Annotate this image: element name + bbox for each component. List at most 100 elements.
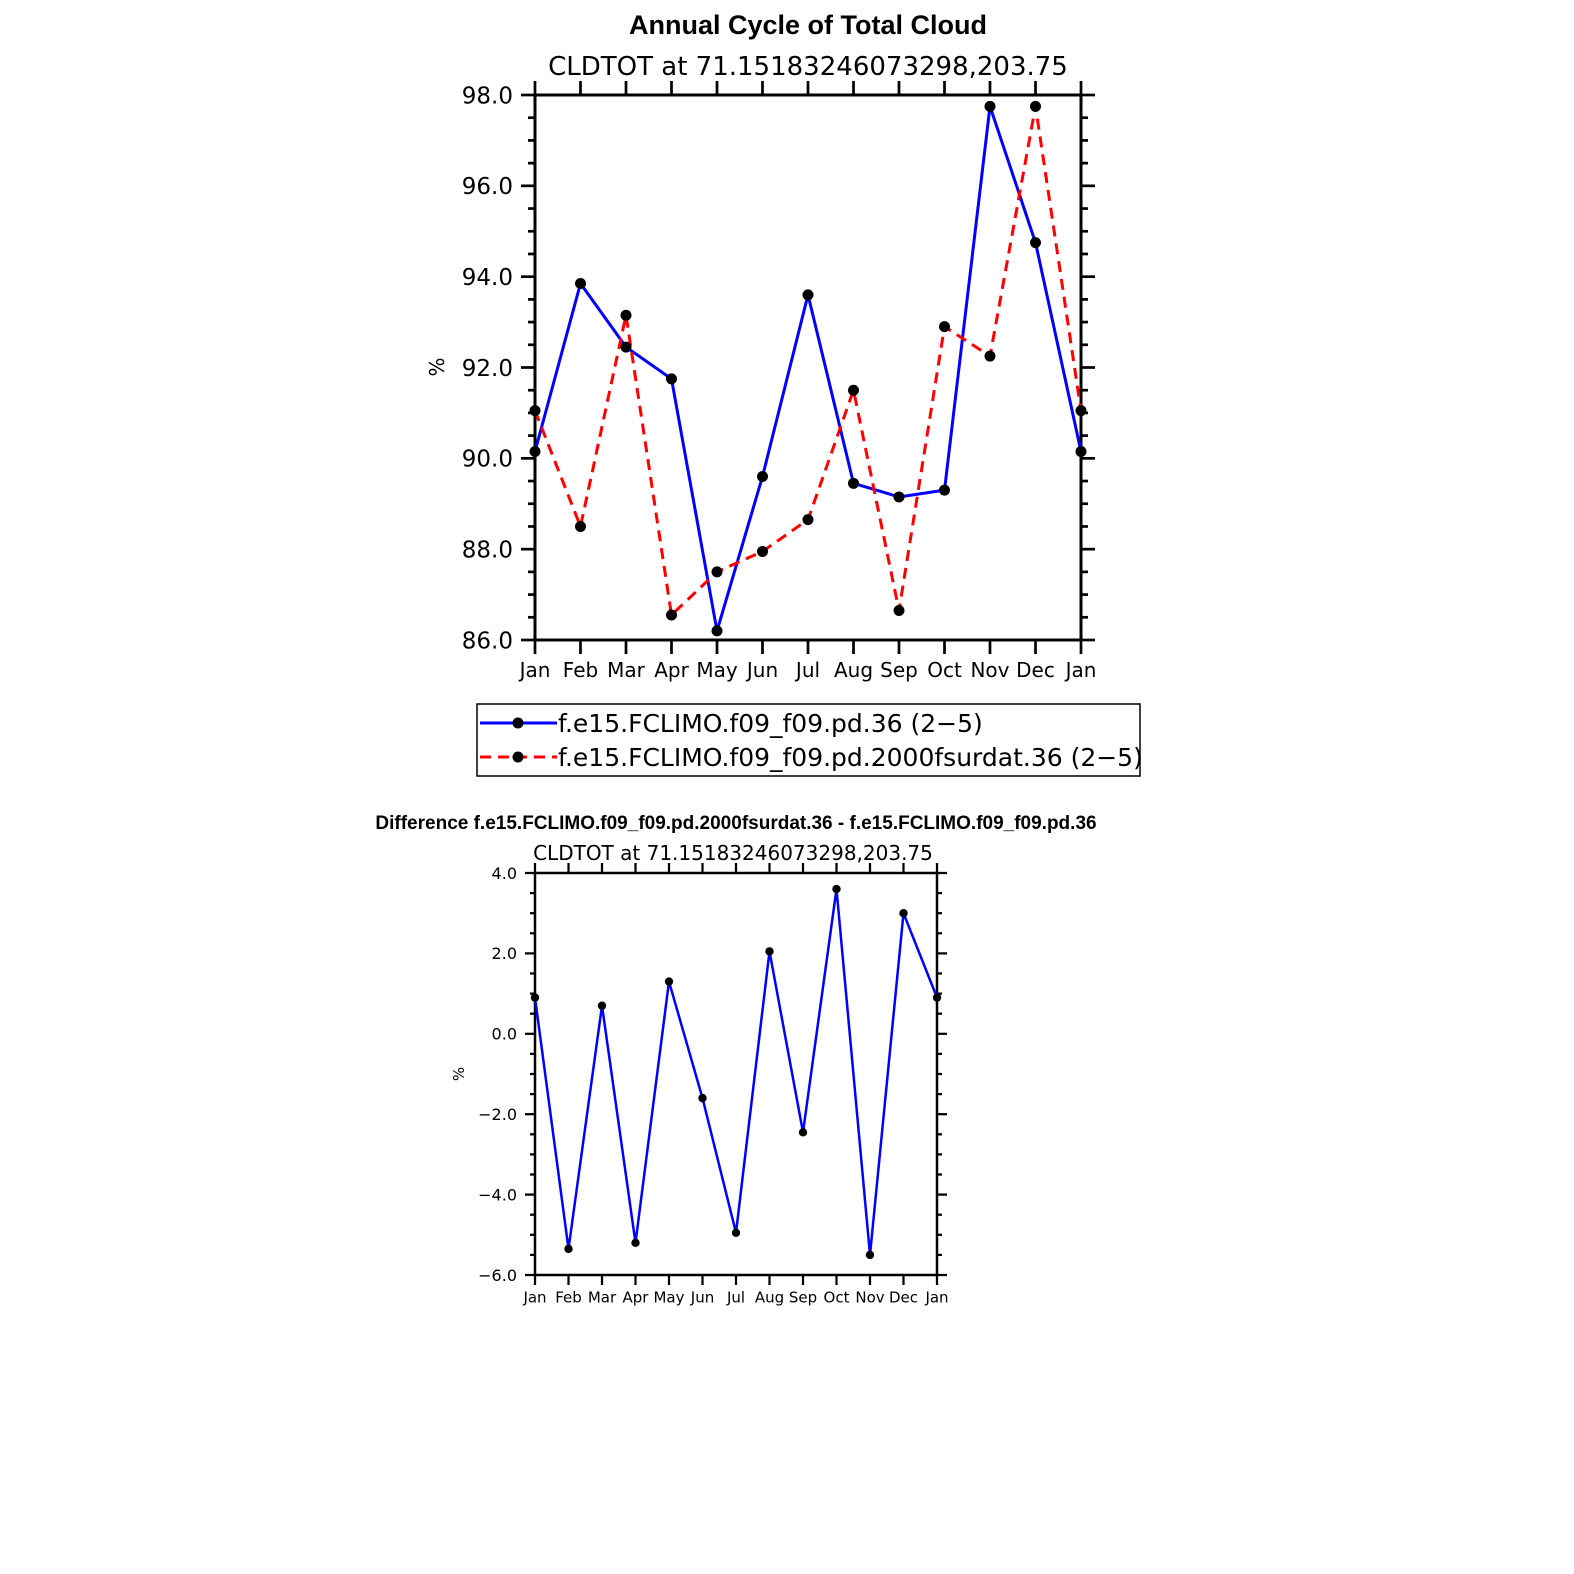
x-tick-label: Sep [789, 1288, 817, 1306]
series-line-1 [533, 105, 1083, 632]
data-point [802, 514, 814, 526]
x-tick-label: Aug [755, 1288, 784, 1306]
x-tick-label: Mar [588, 1288, 617, 1306]
data-point [731, 1228, 741, 1237]
x-tick-label: Sep [880, 658, 918, 682]
data-point [666, 609, 677, 621]
data-point [939, 484, 950, 496]
y-tick-label: 96.0 [462, 174, 513, 200]
data-point [984, 350, 996, 362]
data-point [932, 993, 942, 1002]
plot-border [533, 871, 939, 1277]
x-tick-label: Mar [607, 658, 646, 682]
x-tick-label: Oct [927, 658, 962, 682]
plot-frame: Jan Feb Mar Apr May Jun Jul Aug Sep Oct Nov Dec Jan8… [462, 81, 1097, 682]
data-point [757, 545, 768, 557]
data-point [757, 471, 768, 482]
x-tick-label: Jan [518, 658, 551, 682]
legend-swatch-marker-2 [512, 751, 524, 763]
legend-swatch-marker-1 [512, 717, 524, 729]
y-axis-label: % [425, 357, 449, 376]
data-point [765, 947, 774, 956]
data-point [893, 604, 905, 616]
data-point [939, 321, 950, 333]
x-tick-label: Dec [1016, 658, 1055, 682]
legend-box [476, 703, 1141, 777]
data-point [1075, 446, 1087, 458]
data-point [698, 1093, 707, 1103]
x-tick-label: Jan [1064, 658, 1097, 682]
difference-chart-title: Difference f.e15.FCLIMO.f09_f09.pd.2000f… [375, 813, 1096, 834]
data-point [802, 289, 814, 301]
data-point [564, 1244, 573, 1254]
data-point [620, 309, 632, 321]
x-tick-label: Feb [555, 1288, 582, 1306]
series-layer [529, 100, 1087, 637]
y-tick-label: 98.0 [462, 83, 513, 109]
data-point [530, 993, 540, 1002]
y-tick-label: 88.0 [462, 537, 513, 563]
data-point [1030, 100, 1041, 112]
data-point [597, 1001, 607, 1010]
y-tick-label: 86.0 [462, 628, 513, 654]
legend: f.e15.FCLIMO.f09_f09.pd.36 (2−5) f.e15.F… [476, 703, 1143, 777]
data-point [711, 566, 723, 578]
data-point [832, 884, 841, 894]
difference-plot-frame: Jan Feb Mar Apr May Jun Jul Aug Sep Oct Nov Dec Jan−… [478, 863, 949, 1306]
legend-entry-2: f.e15.FCLIMO.f09_f09.pd.2000fsurdat.36 (… [558, 743, 1143, 772]
legend-entry-1: f.e15.FCLIMO.f09_f09.pd.36 (2−5) [558, 709, 983, 738]
x-tick-label: Jun [745, 658, 778, 682]
data-point [575, 520, 586, 532]
x-tick-label: May [653, 1288, 684, 1306]
data-point [798, 1128, 808, 1137]
y-tick-label: 4.0 [492, 864, 517, 883]
data-point [848, 384, 859, 396]
x-tick-label: Dec [889, 1288, 918, 1306]
chart-title: Annual Cycle of Total Cloud [629, 10, 987, 40]
x-tick-label: Aug [834, 658, 873, 682]
series-line-1 [533, 888, 939, 1256]
y-tick-label: 0.0 [492, 1025, 517, 1044]
plot-border [533, 93, 1083, 642]
y-tick-label: 92.0 [462, 356, 513, 382]
y-tick-label: 2.0 [492, 944, 517, 963]
series-line-2 [533, 106, 1083, 619]
data-point [631, 1238, 640, 1248]
x-tick-label: Jul [726, 1288, 745, 1306]
data-point [664, 977, 674, 986]
x-tick-label: Nov [855, 1288, 884, 1306]
difference-y-axis-label: % [450, 1067, 468, 1081]
x-tick-label: Nov [970, 658, 1009, 682]
x-tick-label: Apr [654, 658, 689, 682]
data-point [620, 341, 632, 353]
x-tick-label: May [696, 658, 738, 682]
data-point [848, 477, 859, 489]
data-point [893, 491, 905, 503]
x-tick-label: Apr [623, 1288, 650, 1306]
x-tick-label: Jan [924, 1288, 948, 1306]
data-point [984, 100, 996, 112]
difference-series-layer [530, 884, 942, 1260]
difference-chart: Difference f.e15.FCLIMO.f09_f09.pd.2000f… [375, 813, 1096, 1306]
data-point [1030, 237, 1041, 249]
y-tick-label: −6.0 [478, 1266, 517, 1285]
data-point [575, 277, 586, 289]
data-point [666, 373, 677, 385]
data-point [711, 625, 723, 637]
y-tick-label: 90.0 [462, 447, 513, 473]
difference-chart-subtitle: CLDTOT at 71.15183246073298,203.75 [533, 841, 933, 865]
y-tick-label: −2.0 [478, 1105, 517, 1124]
x-tick-label: Jan [522, 1288, 546, 1306]
data-point [529, 446, 541, 458]
y-tick-label: 94.0 [462, 265, 513, 291]
x-tick-label: Jul [794, 658, 820, 682]
y-tick-label: −4.0 [478, 1185, 517, 1204]
data-point [865, 1250, 875, 1260]
data-point [899, 909, 908, 918]
x-tick-label: Feb [563, 658, 598, 682]
data-point [529, 405, 541, 417]
chart-subtitle: CLDTOT at 71.15183246073298,203.75 [548, 52, 1068, 82]
x-tick-label: Jun [690, 1288, 714, 1306]
x-tick-label: Oct [824, 1288, 850, 1306]
